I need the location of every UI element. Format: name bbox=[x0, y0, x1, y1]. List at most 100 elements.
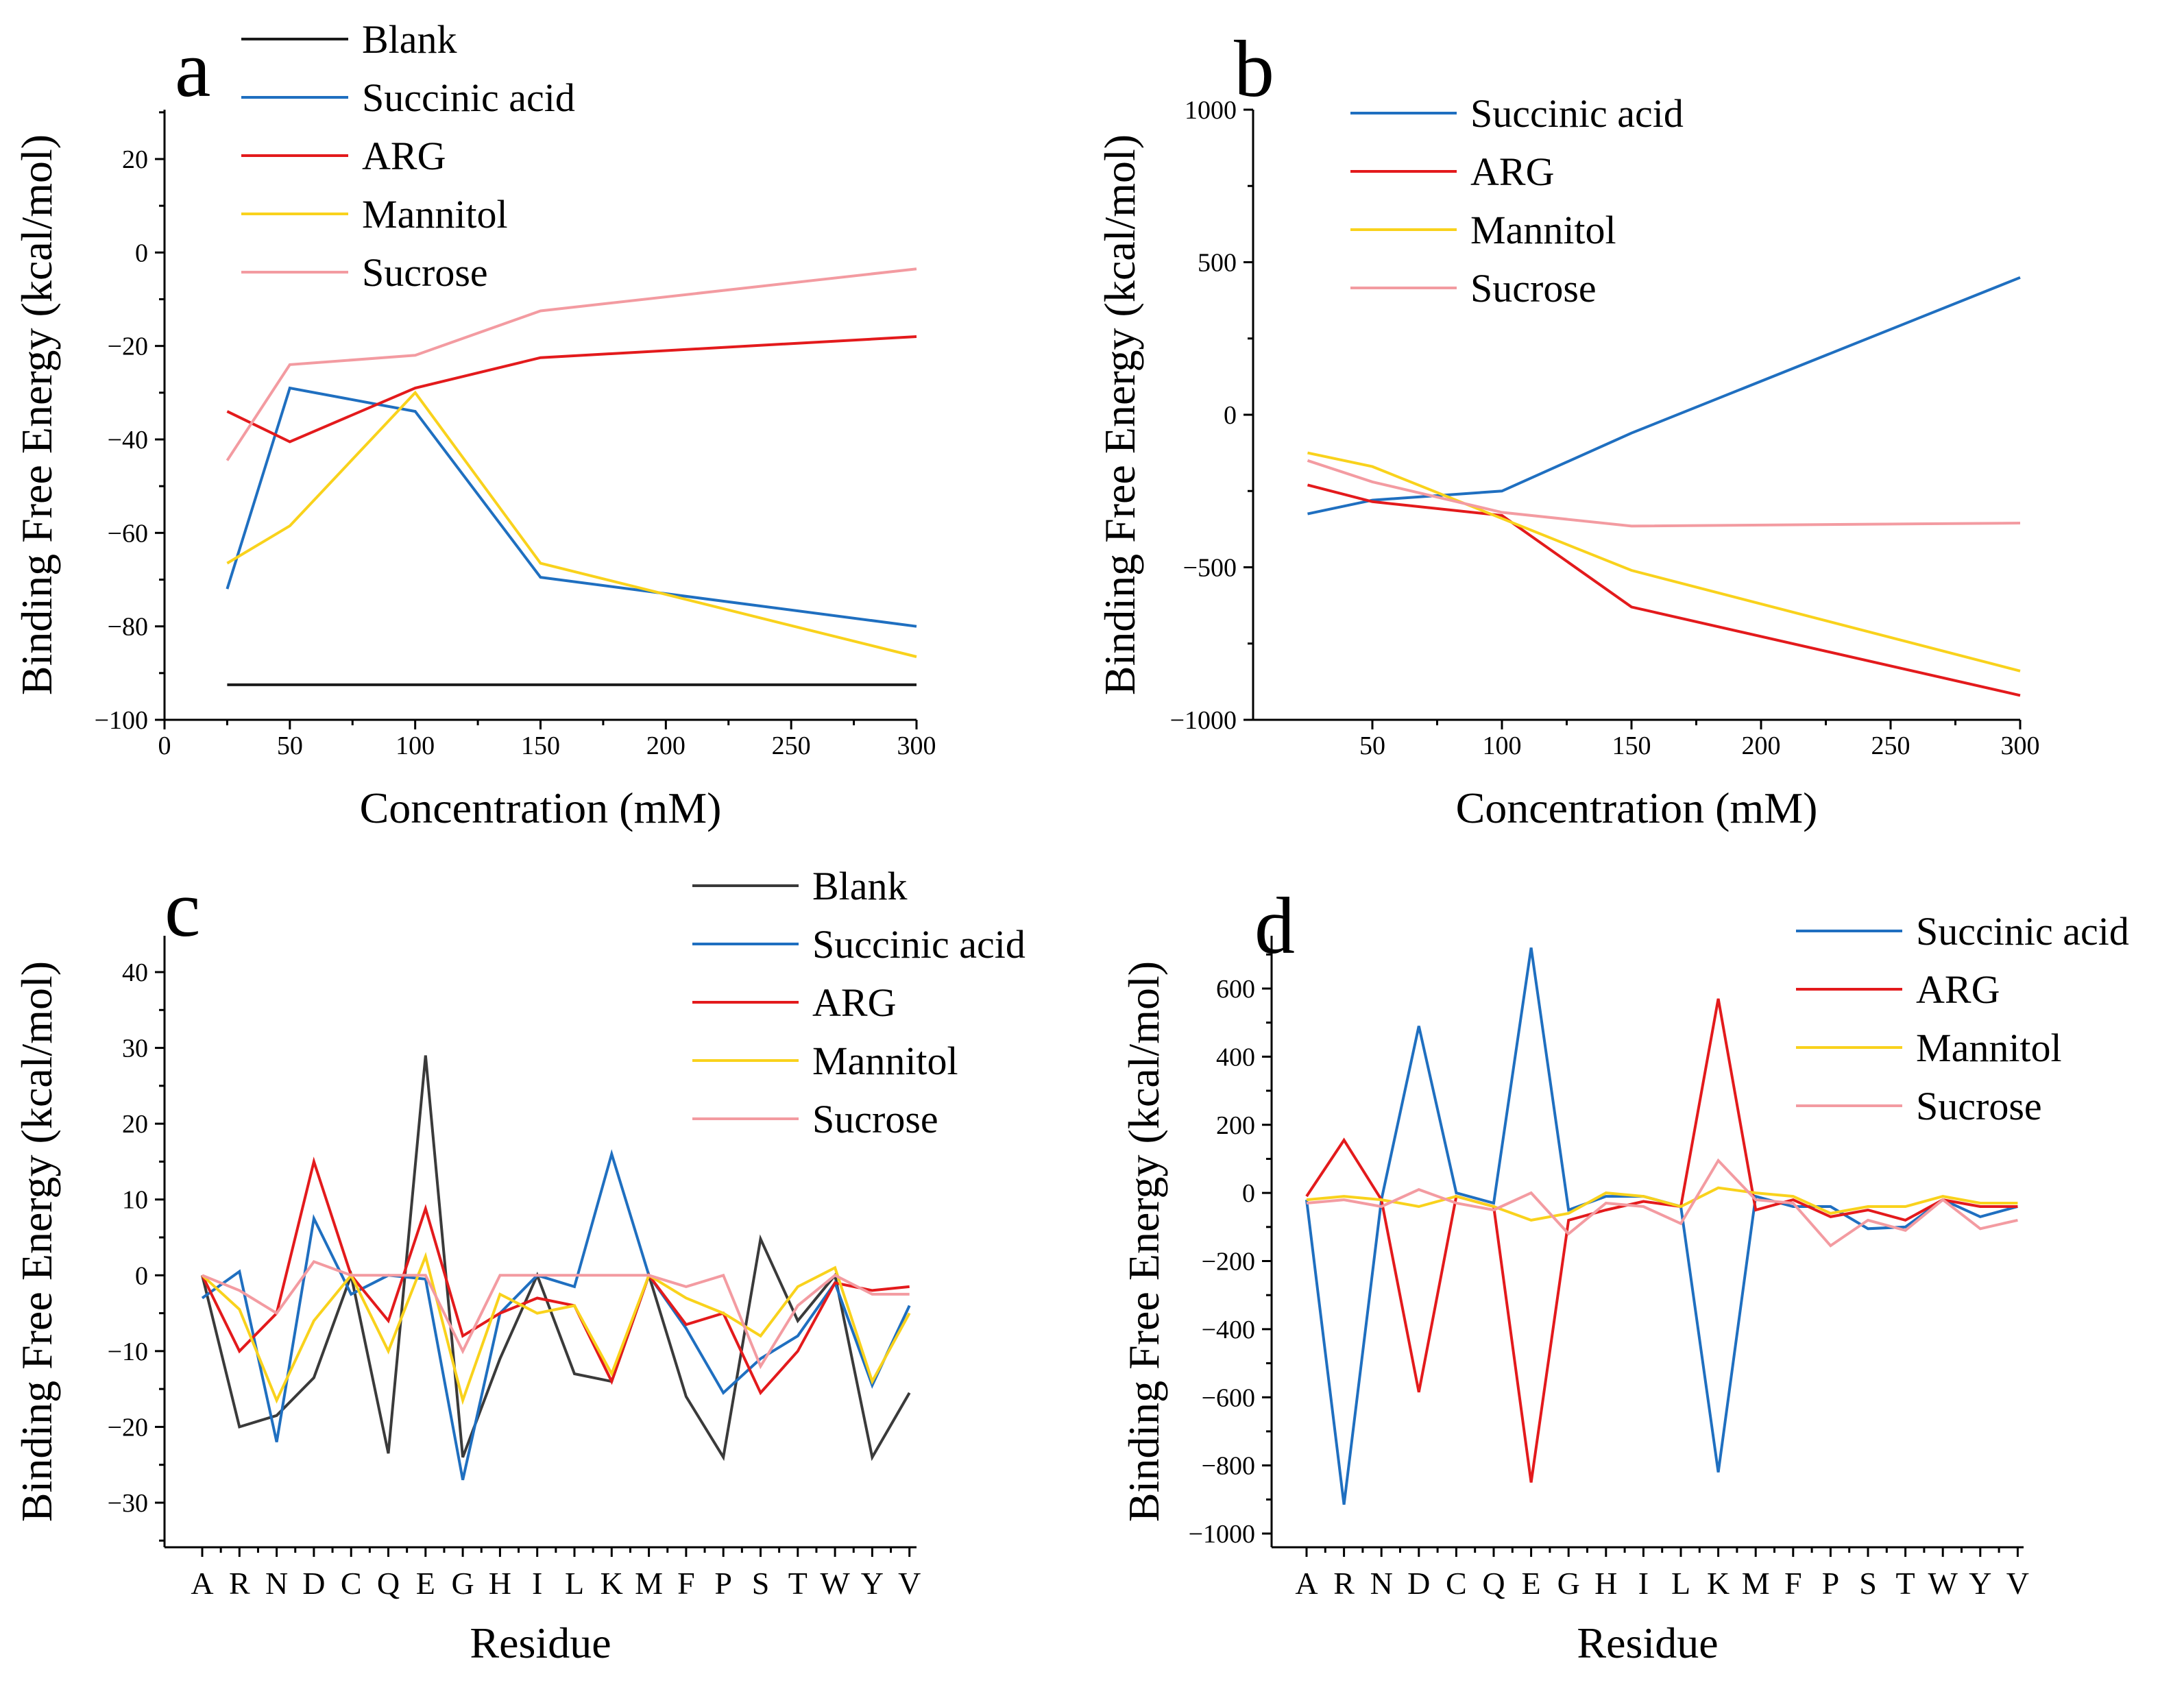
y-tick-label: −600 bbox=[1202, 1383, 1255, 1412]
y-tick-label: 40 bbox=[122, 958, 148, 987]
x-tick-label: Q bbox=[1482, 1566, 1505, 1601]
legend-label-arg: ARG bbox=[1470, 149, 1554, 194]
x-tick-label: Y bbox=[1969, 1566, 1991, 1601]
series-line-mannitol bbox=[1307, 451, 2021, 673]
x-tick-label: F bbox=[1784, 1566, 1802, 1601]
x-tick-label: 50 bbox=[1359, 731, 1385, 760]
x-tick-label: I bbox=[532, 1566, 542, 1601]
legend-label-sucrose: Sucrose bbox=[1916, 1084, 2042, 1128]
legend-label-mannitol: Mannitol bbox=[812, 1039, 958, 1083]
x-tick-label: A bbox=[191, 1566, 213, 1601]
x-tick-label: 100 bbox=[1483, 731, 1522, 760]
x-tick-label: D bbox=[302, 1566, 325, 1601]
panel-b: 1000 500 0 −500 −1000 50 100 150 200 250 300 Concen… bbox=[1095, 24, 2040, 832]
legend-label-mannitol: Mannitol bbox=[1470, 208, 1616, 252]
x-tick-label: R bbox=[1333, 1566, 1355, 1601]
legend-label-mannitol: Mannitol bbox=[362, 192, 508, 237]
legend-label-arg: ARG bbox=[1916, 967, 2000, 1012]
y-tick-label: −30 bbox=[108, 1489, 148, 1518]
legend-label-sucrose: Sucrose bbox=[812, 1097, 938, 1141]
series-line-sucrose bbox=[202, 1260, 910, 1370]
y-tick-label: 400 bbox=[1216, 1043, 1255, 1071]
x-tick-label: V bbox=[898, 1566, 921, 1601]
y-axis-title: Binding Free Energy (kcal/mol) bbox=[1119, 961, 1168, 1522]
y-tick-label: 0 bbox=[1224, 401, 1237, 430]
series-line-sucrose bbox=[226, 267, 917, 461]
series-line-arg bbox=[226, 335, 917, 444]
y-tick-label: −40 bbox=[108, 426, 148, 455]
y-tick-label: −10 bbox=[108, 1337, 148, 1366]
x-tick-label: 300 bbox=[897, 731, 936, 760]
x-axis-title: Concentration (mM) bbox=[1456, 784, 1818, 832]
x-tick-label: W bbox=[820, 1566, 850, 1601]
x-tick-label: K bbox=[1707, 1566, 1730, 1601]
y-tick-label: −800 bbox=[1202, 1452, 1255, 1481]
x-tick-label: 250 bbox=[772, 731, 811, 760]
y-tick-label: 0 bbox=[135, 1261, 148, 1290]
legend-label-sucrose: Sucrose bbox=[362, 250, 488, 295]
x-tick-label: 100 bbox=[396, 731, 435, 760]
panel-a: 200−20−40−60−80−1000 50 100 150 200 250 300Con… bbox=[12, 17, 936, 832]
series-line-mannitol bbox=[226, 390, 917, 658]
y-tick-label: 0 bbox=[1242, 1179, 1255, 1208]
x-tick-label: 0 bbox=[158, 731, 171, 760]
legend-label-succinic-acid: Succinic acid bbox=[362, 75, 575, 120]
y-tick-label: −500 bbox=[1183, 554, 1237, 583]
y-tick-label: −20 bbox=[108, 332, 148, 361]
y-tick-label: −200 bbox=[1202, 1248, 1255, 1276]
series-line-blank bbox=[201, 1055, 911, 1462]
x-tick-label: 150 bbox=[521, 731, 560, 760]
y-axis-title: Binding Free Energy (kcal/mol) bbox=[12, 134, 61, 695]
x-tick-label: M bbox=[1742, 1566, 1770, 1601]
y-tick-label: 0 bbox=[135, 239, 148, 267]
y-tick-label: 20 bbox=[122, 1110, 148, 1139]
x-tick-label: A bbox=[1295, 1566, 1318, 1601]
y-axis-title: Binding Free Energy (kcal/mol) bbox=[1095, 134, 1144, 695]
y-tick-label: −80 bbox=[108, 613, 148, 642]
y-tick-label: 500 bbox=[1198, 249, 1237, 278]
x-tick-label: P bbox=[1822, 1566, 1840, 1601]
series-line-succinic-acid bbox=[1307, 276, 2021, 516]
y-tick-label: 600 bbox=[1216, 975, 1255, 1004]
x-tick-label: F bbox=[677, 1566, 695, 1601]
x-tick-label: N bbox=[265, 1566, 288, 1601]
x-tick-label: L bbox=[1671, 1566, 1690, 1601]
x-tick-label: Y bbox=[861, 1566, 884, 1601]
x-tick-label: T bbox=[788, 1566, 808, 1601]
panel-label: a bbox=[175, 24, 210, 114]
x-tick-label: C bbox=[1446, 1566, 1467, 1601]
y-tick-label: 200 bbox=[1216, 1111, 1255, 1140]
x-tick-label: V bbox=[2006, 1566, 2029, 1601]
x-tick-label: E bbox=[1522, 1566, 1541, 1601]
x-tick-label: E bbox=[416, 1566, 435, 1601]
y-tick-label: 20 bbox=[122, 145, 148, 174]
y-tick-label: 1000 bbox=[1185, 96, 1237, 125]
x-tick-label: D bbox=[1407, 1566, 1430, 1601]
x-tick-label: 300 bbox=[2001, 731, 2040, 760]
legend-label-blank: Blank bbox=[812, 864, 908, 908]
series-line-sucrose bbox=[1306, 1158, 2018, 1248]
y-tick-label: −60 bbox=[108, 519, 148, 548]
x-tick-label: 250 bbox=[1871, 731, 1910, 760]
x-axis-title: Concentration (mM) bbox=[360, 784, 722, 832]
x-tick-label: W bbox=[1928, 1566, 1958, 1601]
x-axis-title: Residue bbox=[470, 1619, 611, 1667]
x-tick-label: P bbox=[714, 1566, 732, 1601]
y-tick-label: 30 bbox=[122, 1034, 148, 1063]
legend-label-succinic-acid: Succinic acid bbox=[1470, 91, 1684, 136]
x-tick-label: L bbox=[565, 1566, 584, 1601]
x-tick-label: 150 bbox=[1612, 731, 1651, 760]
y-axis-title: Binding Free Energy (kcal/mol) bbox=[12, 961, 61, 1522]
x-tick-label: C bbox=[341, 1566, 362, 1601]
x-tick-label: 50 bbox=[277, 731, 303, 760]
series-line-mannitol bbox=[201, 1252, 911, 1405]
y-tick-label: −1000 bbox=[1189, 1520, 1255, 1549]
series-line-sucrose bbox=[1307, 459, 2021, 528]
panel-label: c bbox=[165, 864, 200, 954]
legend-label-sucrose: Sucrose bbox=[1470, 266, 1597, 311]
x-tick-label: 200 bbox=[1742, 731, 1781, 760]
y-tick-label: −1000 bbox=[1170, 706, 1237, 735]
x-tick-label: M bbox=[635, 1566, 663, 1601]
y-tick-label: 10 bbox=[122, 1186, 148, 1215]
